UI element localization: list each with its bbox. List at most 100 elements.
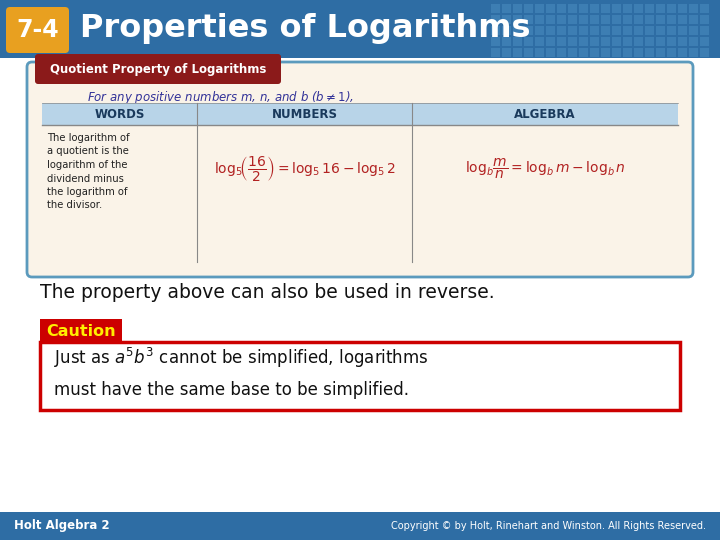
- Bar: [634, 4, 643, 13]
- Text: 7-4: 7-4: [16, 18, 59, 42]
- Text: dividend minus: dividend minus: [47, 173, 124, 184]
- Bar: [645, 37, 654, 46]
- Bar: [568, 48, 577, 57]
- Bar: [645, 15, 654, 24]
- Bar: [590, 15, 599, 24]
- Bar: [524, 15, 533, 24]
- Text: Copyright © by Holt, Rinehart and Winston. All Rights Reserved.: Copyright © by Holt, Rinehart and Winsto…: [391, 521, 706, 531]
- Bar: [700, 48, 709, 57]
- Bar: [0, 512, 720, 540]
- Bar: [557, 4, 566, 13]
- Bar: [546, 26, 555, 35]
- Text: $\mathrm{log}_b\dfrac{m}{n} = \mathrm{log}_b\,m - \mathrm{log}_b\,n$: $\mathrm{log}_b\dfrac{m}{n} = \mathrm{lo…: [464, 157, 626, 181]
- Bar: [590, 37, 599, 46]
- Bar: [502, 48, 511, 57]
- Bar: [656, 37, 665, 46]
- Bar: [678, 48, 687, 57]
- Bar: [579, 26, 588, 35]
- Bar: [590, 48, 599, 57]
- Bar: [634, 37, 643, 46]
- Bar: [689, 48, 698, 57]
- Bar: [689, 15, 698, 24]
- Bar: [612, 15, 621, 24]
- Bar: [40, 319, 122, 345]
- Text: ALGEBRA: ALGEBRA: [514, 107, 576, 120]
- Bar: [623, 15, 632, 24]
- Bar: [513, 4, 522, 13]
- Bar: [678, 37, 687, 46]
- Bar: [524, 48, 533, 57]
- Bar: [546, 15, 555, 24]
- Bar: [568, 37, 577, 46]
- Text: Holt Algebra 2: Holt Algebra 2: [14, 519, 109, 532]
- Bar: [502, 37, 511, 46]
- Bar: [601, 26, 610, 35]
- FancyBboxPatch shape: [6, 7, 69, 53]
- Bar: [546, 4, 555, 13]
- Bar: [634, 15, 643, 24]
- Bar: [612, 4, 621, 13]
- Bar: [42, 103, 197, 125]
- Bar: [656, 15, 665, 24]
- Bar: [568, 15, 577, 24]
- Bar: [40, 342, 680, 410]
- Text: Properties of Logarithms: Properties of Logarithms: [80, 14, 531, 44]
- FancyBboxPatch shape: [35, 54, 281, 84]
- Bar: [491, 4, 500, 13]
- Bar: [623, 37, 632, 46]
- Text: The logarithm of: The logarithm of: [47, 133, 130, 143]
- Text: Caution: Caution: [46, 325, 116, 340]
- Bar: [601, 37, 610, 46]
- Bar: [645, 48, 654, 57]
- Bar: [491, 26, 500, 35]
- Bar: [579, 48, 588, 57]
- Bar: [656, 4, 665, 13]
- Bar: [412, 103, 678, 125]
- Text: For any positive numbers $m$, $n$, and $b$ ($b \neq 1$),: For any positive numbers $m$, $n$, and $…: [87, 89, 354, 105]
- Text: The property above can also be used in reverse.: The property above can also be used in r…: [40, 282, 495, 301]
- Bar: [535, 26, 544, 35]
- Bar: [568, 26, 577, 35]
- Text: logarithm of the: logarithm of the: [47, 160, 127, 170]
- Bar: [667, 48, 676, 57]
- Bar: [524, 26, 533, 35]
- Text: a quotient is the: a quotient is the: [47, 146, 129, 157]
- Bar: [535, 48, 544, 57]
- Bar: [623, 4, 632, 13]
- Text: NUMBERS: NUMBERS: [271, 107, 338, 120]
- Bar: [513, 15, 522, 24]
- Bar: [700, 37, 709, 46]
- Bar: [678, 15, 687, 24]
- Bar: [634, 48, 643, 57]
- Bar: [645, 4, 654, 13]
- Bar: [491, 15, 500, 24]
- Text: must have the same base to be simplified.: must have the same base to be simplified…: [54, 381, 409, 399]
- Bar: [601, 15, 610, 24]
- FancyBboxPatch shape: [27, 62, 693, 277]
- Text: $\mathrm{log}_5\!\left(\dfrac{16}{2}\right) = \mathrm{log}_5\,16 - \mathrm{log}_: $\mathrm{log}_5\!\left(\dfrac{16}{2}\rig…: [214, 154, 395, 184]
- Bar: [568, 4, 577, 13]
- Bar: [667, 26, 676, 35]
- Bar: [502, 4, 511, 13]
- Bar: [656, 48, 665, 57]
- Bar: [689, 37, 698, 46]
- Bar: [491, 48, 500, 57]
- Bar: [623, 26, 632, 35]
- Bar: [612, 48, 621, 57]
- Text: the logarithm of: the logarithm of: [47, 187, 127, 197]
- Bar: [700, 26, 709, 35]
- Text: WORDS: WORDS: [94, 107, 145, 120]
- Bar: [524, 4, 533, 13]
- Bar: [689, 4, 698, 13]
- Bar: [623, 48, 632, 57]
- Bar: [513, 48, 522, 57]
- Text: the divisor.: the divisor.: [47, 200, 102, 211]
- Bar: [557, 37, 566, 46]
- Bar: [491, 37, 500, 46]
- Bar: [667, 37, 676, 46]
- Bar: [700, 4, 709, 13]
- Bar: [667, 15, 676, 24]
- Bar: [612, 26, 621, 35]
- Bar: [557, 15, 566, 24]
- Bar: [667, 4, 676, 13]
